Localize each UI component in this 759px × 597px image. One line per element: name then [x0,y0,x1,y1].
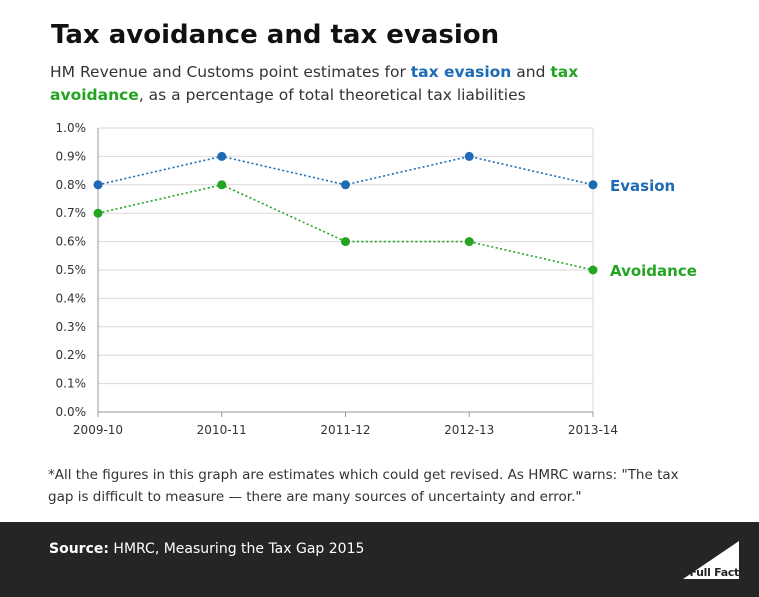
x-tick-label: 2009-10 [73,423,123,437]
logo-text: Full Fact [689,566,739,579]
avoidance-line [97,183,594,271]
x-tick-label: 2010-11 [197,423,247,437]
y-tick-label: 1.0% [56,121,87,135]
subtitle-avoidance-highlight: tax avoidance [50,63,579,104]
subtitle-evasion-highlight: tax evasion [410,63,512,81]
y-tick-label: 0.4% [56,291,87,305]
avoidance-point [93,208,103,218]
chart-title: Tax avoidance and tax evasion [51,20,500,50]
source-label: Source: [49,541,109,557]
y-tick-label: 0.1% [56,377,87,391]
avoidance-point [588,265,598,275]
y-tick-label: 0.9% [56,149,87,163]
subtitle-prefix: HM Revenue and Customs point estimates f… [50,63,411,81]
x-tick-label: 2012-13 [444,423,494,437]
subtitle-suffix: , as a percentage of total theoretical t… [138,86,526,104]
footer-bar: Source: HMRC, Measuring the Tax Gap 2015… [0,522,759,597]
y-tick-label: 0.2% [56,348,87,362]
evasion-series-label: Evasion [610,177,675,195]
labels: 0.0% 0.1% 0.2% 0.3% 0.4% 0.5% 0.6% 0.7% 0.8% 0.9%… [56,121,697,437]
evasion-point [341,180,350,190]
x-tick-label: 2013-14 [568,423,618,437]
avoidance-series-label: Avoidance [610,262,697,280]
source-text: HMRC, Measuring the Tax Gap 2015 [108,541,365,557]
y-tick-label: 0.6% [56,235,87,249]
evasion-point [588,180,598,190]
chart-subtitle: HM Revenue and Customs point estimates f… [50,61,590,107]
y-tick-label: 0.8% [56,178,87,192]
subtitle-middle: and [511,63,551,81]
y-tick-label: 0.5% [56,263,87,277]
gridlines [98,127,594,412]
y-tick-label: 0.7% [56,206,87,220]
logo-triangle-icon [683,541,739,579]
x-tick-label: 2011-12 [320,423,370,437]
axes [97,128,594,417]
source-line: Source: HMRC, Measuring the Tax Gap 2015 [49,541,364,557]
evasion-point [93,180,103,190]
y-tick-label: 0.3% [56,320,87,334]
series [93,151,598,275]
avoidance-point [341,237,350,247]
y-tick-label: 0.0% [56,405,87,419]
line-chart: 0.0% 0.1% 0.2% 0.3% 0.4% 0.5% 0.6% 0.7% 0.8% 0.9%… [56,121,697,437]
evasion-point [217,151,227,161]
footnote: *All the figures in this graph are estim… [48,467,679,505]
avoidance-point [464,237,474,247]
avoidance-point [217,180,227,190]
evasion-point [464,151,474,161]
full-fact-logo: Full Fact [683,541,739,579]
